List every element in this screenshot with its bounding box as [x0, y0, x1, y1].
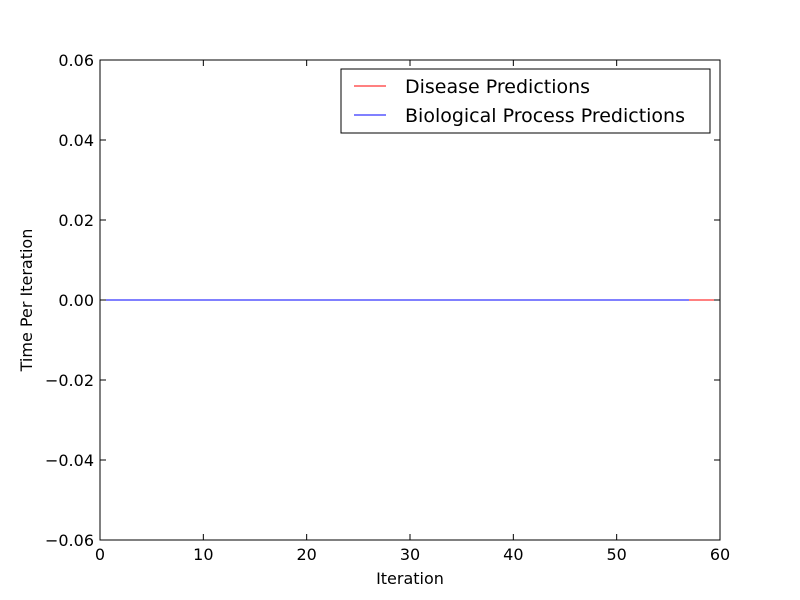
legend: Disease Predictions Biological Process P… [340, 68, 711, 134]
legend-box [340, 68, 711, 134]
ticks-layer: 0 10 20 30 40 50 60 −0.06 −0.04 −0.02 0.00 0.02 0.04… [45, 51, 730, 564]
y-tick-label: 0.00 [58, 291, 94, 310]
legend-label-disease-predictions: Disease Predictions [405, 76, 590, 98]
y-tick-label: −0.02 [45, 371, 94, 390]
y-axis-label: Time Per Iteration [17, 229, 36, 373]
x-tick-label: 20 [296, 545, 316, 564]
x-axis-label: Iteration [376, 569, 444, 588]
y-tick-label: 0.04 [58, 131, 94, 150]
y-tick-label: 0.02 [58, 211, 94, 230]
y-tick-label: −0.06 [45, 531, 94, 550]
x-tick-label: 30 [400, 545, 420, 564]
x-tick-label: 40 [503, 545, 523, 564]
x-tick-label: 60 [710, 545, 730, 564]
y-tick-label: −0.04 [45, 451, 94, 470]
x-tick-label: 0 [95, 545, 105, 564]
x-tick-label: 10 [193, 545, 213, 564]
x-tick-label: 50 [606, 545, 626, 564]
y-tick-label: 0.06 [58, 51, 94, 70]
plot-frame [99, 59, 721, 541]
legend-label-biological-process-predictions: Biological Process Predictions [405, 105, 685, 127]
